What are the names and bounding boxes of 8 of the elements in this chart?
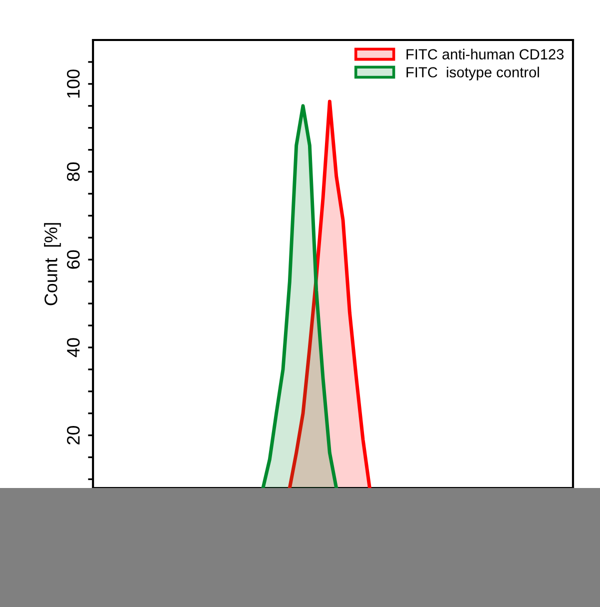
legend-label: FITC anti-human CD123 xyxy=(406,48,564,60)
y-tick-label: 20 xyxy=(66,426,80,444)
y-tick-label: 80 xyxy=(66,162,80,182)
legend-label: FITC isotype control xyxy=(406,66,539,80)
y-tick-label: 100 xyxy=(66,70,80,98)
y-axis-title: Count [%] xyxy=(44,223,61,306)
y-tick-label: 60 xyxy=(66,250,80,269)
y-tick-label: 40 xyxy=(66,338,80,358)
